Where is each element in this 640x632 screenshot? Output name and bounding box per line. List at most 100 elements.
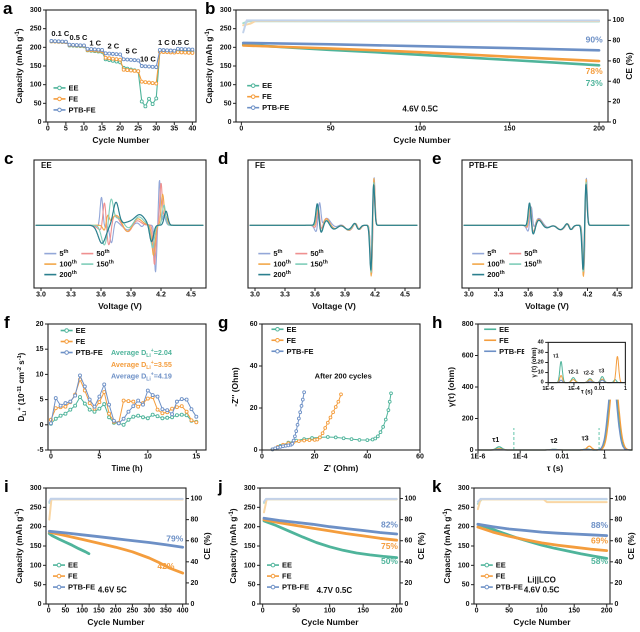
svg-text:200: 200 — [220, 44, 232, 51]
svg-text:3.0: 3.0 — [36, 292, 46, 299]
svg-text:Capacity (mAh g-1): Capacity (mAh g-1) — [14, 508, 24, 583]
svg-text:250: 250 — [127, 608, 139, 615]
svg-text:Capacity (mAh g-1): Capacity (mAh g-1) — [14, 28, 24, 103]
svg-text:200: 200 — [30, 524, 42, 531]
svg-text:1: 1 — [624, 386, 627, 392]
panel-letter-f: f — [4, 313, 10, 332]
svg-text:0.5 C: 0.5 C — [171, 38, 190, 47]
svg-text:1E-4: 1E-4 — [513, 454, 528, 461]
svg-text:PTB-FE: PTB-FE — [69, 105, 96, 114]
svg-text:FE: FE — [496, 572, 506, 581]
svg-text:150: 150 — [30, 543, 42, 550]
svg-text:PTB-FE: PTB-FE — [282, 583, 309, 592]
svg-text:50th: 50th — [96, 249, 109, 258]
svg-text:τ2-2: τ2-2 — [583, 371, 593, 377]
svg-text:350: 350 — [160, 608, 172, 615]
svg-text:PTB-FE: PTB-FE — [68, 583, 95, 592]
svg-text:0.01: 0.01 — [594, 386, 605, 392]
svg-text:2 C: 2 C — [107, 41, 119, 50]
svg-text:-Z'' (Ohm): -Z'' (Ohm) — [230, 367, 240, 407]
svg-text:100: 100 — [30, 82, 42, 89]
svg-text:0: 0 — [46, 126, 50, 133]
panel-letter-b: b — [205, 0, 216, 18]
svg-text:Cycle Number: Cycle Number — [393, 135, 451, 145]
svg-text:58%: 58% — [591, 556, 608, 566]
svg-text:200: 200 — [458, 524, 470, 531]
svg-text:60: 60 — [615, 538, 623, 545]
svg-text:50: 50 — [34, 100, 42, 107]
svg-text:300: 300 — [220, 7, 232, 14]
svg-text:3.9: 3.9 — [553, 292, 563, 299]
svg-text:100: 100 — [76, 608, 88, 615]
svg-text:79%: 79% — [166, 533, 183, 543]
svg-text:5th: 5th — [59, 249, 68, 258]
svg-text:250: 250 — [30, 26, 42, 33]
svg-text:0.5 C: 0.5 C — [69, 33, 88, 42]
svg-text:PTB-FE: PTB-FE — [76, 348, 103, 357]
svg-text:Cycle Number: Cycle Number — [87, 617, 145, 627]
svg-text:40: 40 — [250, 363, 258, 370]
panel-letter-h: h — [432, 313, 443, 332]
svg-text:150: 150 — [30, 63, 42, 70]
svg-text:EE: EE — [68, 561, 78, 570]
svg-text:40: 40 — [615, 559, 623, 566]
svg-text:20: 20 — [250, 405, 258, 412]
svg-text:4.2: 4.2 — [370, 292, 380, 299]
svg-text:After 200 cycles: After 200 cycles — [315, 372, 372, 381]
svg-text:FE: FE — [282, 572, 292, 581]
svg-text:200th: 200th — [273, 270, 290, 279]
svg-text:100: 100 — [244, 562, 256, 569]
svg-text:100: 100 — [324, 608, 336, 615]
svg-text:4.2: 4.2 — [583, 292, 593, 299]
svg-text:PTB-FE: PTB-FE — [469, 161, 499, 170]
svg-text:20: 20 — [538, 360, 544, 366]
svg-text:200: 200 — [462, 415, 474, 422]
svg-text:200th: 200th — [487, 270, 504, 279]
svg-text:20: 20 — [615, 580, 623, 587]
svg-text:4.6V 0.5C: 4.6V 0.5C — [524, 585, 560, 594]
svg-text:200th: 200th — [59, 270, 76, 279]
svg-text:250: 250 — [244, 504, 256, 511]
panel-f-gitt-diffusivity-chart: 0 5 10 15 Time (h) -5 0 5 10 15 20 DLi+ (10-11 cm-2… — [17, 321, 207, 473]
svg-text:Average DLi+=2.04: Average DLi+=2.04 — [111, 348, 172, 359]
svg-text:250: 250 — [30, 504, 42, 511]
svg-text:100: 100 — [220, 82, 232, 89]
svg-text:10: 10 — [36, 371, 44, 378]
svg-text:4.6V 5C: 4.6V 5C — [98, 585, 127, 594]
svg-text:3.6: 3.6 — [523, 292, 533, 299]
svg-text:15: 15 — [98, 126, 106, 133]
svg-text:20: 20 — [613, 98, 621, 105]
svg-text:Capacity (mAh g-1): Capacity (mAh g-1) — [442, 508, 452, 583]
svg-text:250: 250 — [458, 504, 470, 511]
svg-text:200: 200 — [601, 608, 613, 615]
svg-text:60: 60 — [250, 321, 258, 328]
svg-text:1E-6: 1E-6 — [471, 454, 486, 461]
svg-text:4.5: 4.5 — [400, 292, 410, 299]
svg-text:300: 300 — [30, 7, 42, 14]
svg-text:τ1: τ1 — [553, 353, 559, 359]
svg-text:5 C: 5 C — [126, 46, 138, 55]
svg-text:FE: FE — [76, 337, 86, 346]
svg-text:γ(τ) (ohm): γ(τ) (ohm) — [446, 367, 456, 407]
svg-text:PTB-FE: PTB-FE — [286, 347, 313, 356]
svg-text:EE: EE — [76, 326, 86, 335]
svg-text:200: 200 — [30, 44, 42, 51]
svg-text:τ2: τ2 — [550, 438, 557, 445]
svg-text:Voltage (V): Voltage (V) — [525, 301, 569, 311]
svg-text:0.1 C: 0.1 C — [51, 29, 70, 38]
svg-text:150: 150 — [93, 608, 105, 615]
svg-text:100: 100 — [30, 562, 42, 569]
svg-text:150: 150 — [220, 63, 232, 70]
svg-text:0: 0 — [252, 601, 256, 608]
svg-text:80: 80 — [613, 37, 621, 44]
svg-text:40: 40 — [188, 126, 196, 133]
svg-text:γ (τ) (ohm): γ (τ) (ohm) — [532, 347, 538, 377]
svg-text:20: 20 — [191, 580, 199, 587]
svg-text:150th: 150th — [310, 260, 327, 269]
svg-text:CE (%): CE (%) — [202, 532, 212, 560]
svg-text:0: 0 — [191, 601, 195, 608]
svg-text:Voltage (V): Voltage (V) — [312, 301, 356, 311]
svg-text:1 C: 1 C — [89, 38, 101, 47]
svg-text:40: 40 — [538, 340, 544, 346]
